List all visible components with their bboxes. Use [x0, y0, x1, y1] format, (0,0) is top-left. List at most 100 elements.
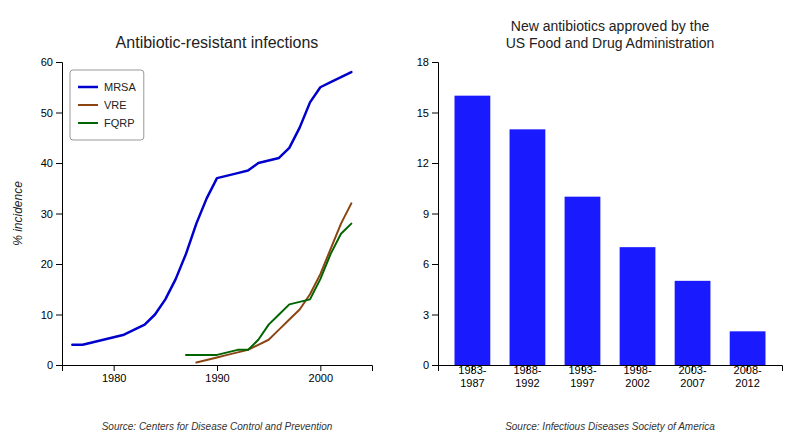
chart-title: New antibiotics approved by theUS Food a… [506, 18, 715, 51]
tick-label: 3 [423, 309, 429, 321]
tick-mark [56, 62, 62, 63]
text-line: 1997 [570, 377, 594, 389]
y-axis: 0 10 20 30 40 50 60 [41, 56, 63, 371]
x-axis: 1983-1987 1988-1992 1993-1997 1998-2002 2003… [439, 364, 783, 389]
tick-mark [432, 315, 438, 316]
bar [730, 331, 766, 365]
text-line: 1983- [458, 364, 486, 376]
bar [620, 247, 656, 365]
tick-label: 2003-2007 [678, 364, 706, 389]
tick: 6 [423, 258, 438, 270]
tick: 18 [417, 56, 438, 68]
tick-label: 6 [423, 258, 429, 270]
tick-mark [432, 264, 438, 265]
tick-label: 40 [41, 157, 53, 169]
tick-label: 1988-1992 [513, 364, 541, 389]
text-line: 2008- [734, 364, 762, 376]
tick-label: 20 [41, 258, 53, 270]
chart-title: Antibiotic-resistant infections [116, 34, 319, 51]
tick: 12 [417, 157, 438, 169]
axis-line [56, 63, 63, 366]
axis-line [63, 366, 373, 372]
tick-label: 50 [41, 107, 53, 119]
tick-mark [432, 113, 438, 114]
tick-mark [56, 163, 62, 164]
tick: 0 [423, 359, 438, 371]
tick-label: 18 [417, 56, 429, 68]
y-axis: 0 3 6 9 12 15 18 [417, 56, 439, 371]
tick-mark [56, 264, 62, 265]
tick: 50 [41, 107, 62, 119]
text-line: US Food and Drug Administration [506, 35, 715, 51]
axis-line [439, 366, 783, 372]
tick-label: 1998-2002 [623, 364, 651, 389]
tick: 20 [41, 258, 62, 270]
tick: 2000 [309, 365, 333, 384]
legend: MRSA VRE FQRP [70, 70, 144, 140]
tick: 60 [41, 56, 62, 68]
tick: 40 [41, 157, 62, 169]
legend-swatch [78, 86, 98, 89]
tick-label: 2008-2012 [734, 364, 762, 389]
legend-box [70, 70, 144, 140]
tick: 1990 [205, 365, 229, 384]
tick: 1998-2002 [623, 364, 651, 389]
tick: 1983-1987 [458, 364, 486, 389]
tick: 9 [423, 208, 438, 220]
tick: 1980 [102, 365, 126, 384]
legend-label: VRE [104, 99, 127, 111]
tick-mark [56, 365, 62, 366]
tick-mark [217, 365, 218, 371]
tick-mark [114, 365, 115, 371]
tick-mark [320, 365, 321, 371]
y-axis-title: % incidence [11, 181, 25, 246]
tick-label: 9 [423, 208, 429, 220]
tick: 0 [47, 359, 62, 371]
tick-label: 1980 [102, 372, 126, 384]
legend-swatch [78, 104, 98, 106]
tick-mark [432, 163, 438, 164]
tick-label: 60 [41, 56, 53, 68]
bar [565, 197, 601, 365]
bar [675, 281, 711, 365]
tick-label: 0 [423, 359, 429, 371]
legend-swatch [78, 122, 98, 124]
tick-label: 15 [417, 107, 429, 119]
legend-label: MRSA [104, 81, 136, 93]
tick-label: 12 [417, 157, 429, 169]
tick-mark [432, 62, 438, 63]
tick: 30 [41, 208, 62, 220]
tick-label: 1990 [205, 372, 229, 384]
chart-canvas: 1980199020000102030405060% incidenceMRSA… [0, 0, 800, 440]
text-line: 2012 [735, 377, 759, 389]
tick-mark [56, 315, 62, 316]
text-line: 2003- [678, 364, 706, 376]
legend-label: FQRP [104, 117, 135, 129]
tick-mark [56, 113, 62, 114]
x-axis: 1980 1990 2000 [63, 365, 373, 384]
tick: 10 [41, 309, 62, 321]
text-line: 1993- [568, 364, 596, 376]
tick: 2003-2007 [678, 364, 706, 389]
series-line [196, 203, 351, 362]
tick: 15 [417, 107, 438, 119]
tick: 2008-2012 [734, 364, 762, 389]
text-line: 2002 [625, 377, 649, 389]
tick-label: 1983-1987 [458, 364, 486, 389]
source-note: Source: Centers for Disease Control and … [102, 421, 333, 432]
tick-label: 30 [41, 208, 53, 220]
bar [510, 129, 546, 365]
tick: 1993-1997 [568, 364, 596, 389]
plot-area [455, 96, 766, 365]
text-line: 1987 [460, 377, 484, 389]
tick-mark [432, 365, 438, 366]
text-line: 1998- [623, 364, 651, 376]
bar [455, 96, 491, 365]
text-line: 1988- [513, 364, 541, 376]
axis-line [432, 63, 439, 366]
tick-mark [56, 214, 62, 215]
tick-label: 10 [41, 309, 53, 321]
tick: 3 [423, 309, 438, 321]
text-line: Antibiotic-resistant infections [116, 34, 319, 51]
text-line: New antibiotics approved by the [511, 18, 710, 34]
